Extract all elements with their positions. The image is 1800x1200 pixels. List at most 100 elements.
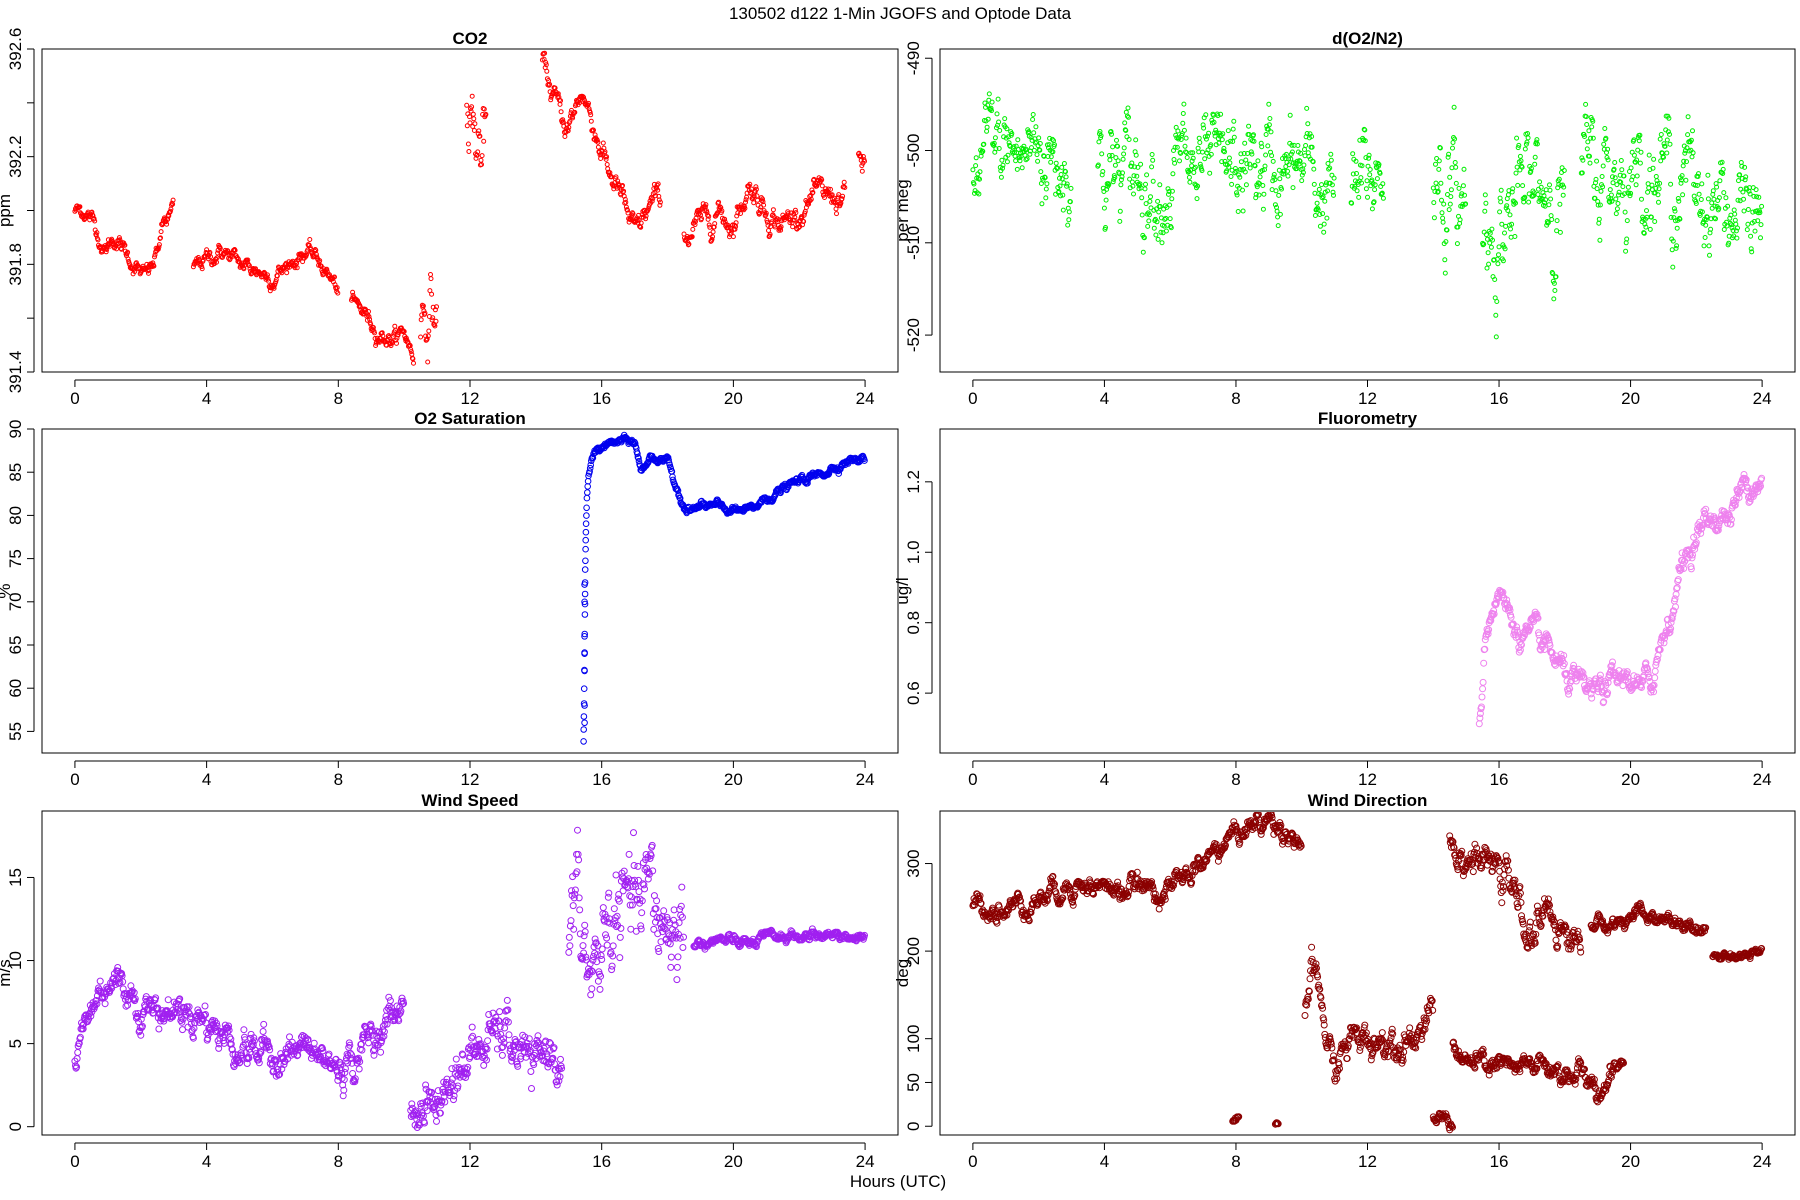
data-point <box>622 196 628 202</box>
data-point <box>613 912 621 920</box>
data-point <box>1146 218 1152 224</box>
data-point <box>1661 634 1669 642</box>
data-point <box>1138 161 1144 167</box>
data-point <box>994 111 1000 117</box>
data-point <box>819 183 825 189</box>
data-point <box>428 276 434 282</box>
data-point <box>1262 163 1268 169</box>
data-point <box>292 265 298 271</box>
data-point <box>1161 223 1167 229</box>
data-point <box>1240 208 1246 214</box>
data-point <box>116 235 122 241</box>
data-point <box>1490 607 1498 615</box>
data-point <box>1670 238 1676 244</box>
data-point <box>317 258 323 264</box>
data-point <box>408 1100 416 1108</box>
data-point <box>1748 233 1754 239</box>
data-point <box>535 1039 543 1047</box>
y-tick-label: -520 <box>904 318 923 352</box>
data-point <box>1594 186 1600 192</box>
data-point <box>1492 277 1498 282</box>
data-point <box>859 168 865 174</box>
data-point <box>436 1109 444 1117</box>
data-point <box>1513 623 1521 631</box>
data-point <box>1270 158 1276 164</box>
data-point <box>1723 195 1729 201</box>
data-point <box>860 154 866 159</box>
data-point <box>1747 191 1753 197</box>
data-point <box>1499 221 1505 227</box>
data-point <box>1319 195 1325 201</box>
data-point <box>1480 659 1488 667</box>
data-point <box>1678 180 1684 186</box>
data-point <box>985 116 991 122</box>
data-point <box>1724 223 1730 229</box>
data-point <box>1726 240 1732 246</box>
data-point <box>1534 141 1540 147</box>
data-point <box>1724 519 1732 527</box>
data-point <box>1614 206 1620 212</box>
panel-title: Wind Direction <box>1308 791 1428 810</box>
data-point <box>1196 135 1202 141</box>
data-point <box>1108 129 1114 134</box>
data-point <box>1624 236 1630 242</box>
data-point <box>567 917 575 925</box>
x-tick-label: 0 <box>968 770 977 789</box>
data-point <box>808 196 814 202</box>
data-point <box>481 138 487 144</box>
data-point <box>1618 158 1624 163</box>
data-point <box>1680 565 1688 572</box>
data-point <box>1708 226 1714 232</box>
data-point <box>673 963 681 971</box>
data-point <box>227 1035 235 1043</box>
x-tick-label: 12 <box>1358 389 1377 408</box>
data-point <box>1603 135 1609 141</box>
data-point <box>1204 150 1210 156</box>
data-point <box>1758 474 1766 482</box>
data-point <box>1240 187 1245 193</box>
data-point <box>253 266 258 272</box>
data-point <box>1528 168 1534 174</box>
data-point <box>643 216 649 222</box>
data-point <box>95 237 101 243</box>
data-point <box>747 181 753 187</box>
data-point <box>1197 161 1203 167</box>
data-point <box>1241 151 1247 156</box>
data-point <box>1688 554 1696 562</box>
data-point <box>1514 135 1520 141</box>
data-point <box>246 263 252 269</box>
data-point <box>796 225 802 231</box>
data-point <box>250 1037 258 1045</box>
data-point <box>1129 160 1135 166</box>
data-point <box>1448 194 1454 200</box>
data-point <box>122 242 128 248</box>
data-point <box>379 330 385 336</box>
x-tick-label: 24 <box>1753 1152 1772 1171</box>
data-point <box>1695 174 1701 179</box>
data-point <box>1283 151 1289 157</box>
data-point <box>1158 229 1164 235</box>
data-point <box>566 942 574 950</box>
data-point <box>638 897 646 905</box>
data-point <box>1475 720 1483 728</box>
data-point <box>220 254 225 260</box>
data-point <box>1640 216 1646 222</box>
x-tick-label: 12 <box>461 1152 480 1171</box>
data-point <box>1605 146 1611 152</box>
data-point <box>1460 201 1466 207</box>
data-point <box>649 198 655 204</box>
data-point <box>1257 174 1263 180</box>
data-point <box>1557 229 1563 235</box>
data-point <box>1000 162 1006 168</box>
data-point <box>1696 191 1702 197</box>
data-point <box>1212 130 1218 136</box>
data-point <box>1675 196 1681 201</box>
data-point <box>586 468 593 475</box>
data-point <box>1213 127 1219 133</box>
data-point <box>1312 213 1318 218</box>
data-point <box>465 141 471 147</box>
data-point <box>1031 147 1037 153</box>
data-point <box>1583 114 1589 120</box>
data-point <box>1608 192 1614 198</box>
data-point <box>1231 118 1237 124</box>
